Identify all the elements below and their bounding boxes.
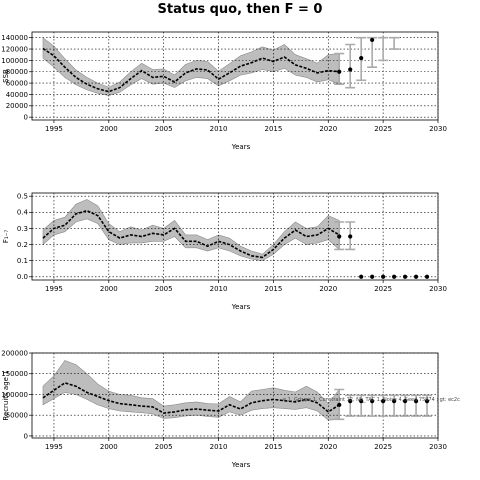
recruitment-projection-interval-2028: [411, 394, 422, 417]
recruitment-projection-point-2024: [370, 398, 375, 404]
panel-recruitment: 1995 2000 2005 2010 2015 2020 2025 2030 0 50000 10…: [1, 349, 447, 469]
recruitment-ytick-label-1: 50000: [6, 412, 28, 420]
recruitment-xtick-label-2015: 2015: [264, 443, 282, 451]
ssb-xtick-label-2030: 2030: [429, 125, 447, 133]
fbar-median-line: [42, 209, 340, 259]
ssb-axes-frame: [31, 31, 439, 121]
fbar-projection-point-2023: [359, 274, 364, 279]
ssb-ylabel: SSB: [2, 69, 10, 83]
recruitment-xtick-label-2000: 2000: [100, 443, 118, 451]
fbar-projection-point-2026: [392, 274, 397, 279]
ssb-ytick-label-3: 60000: [6, 79, 28, 87]
ssb-xlabel: Years: [231, 143, 251, 151]
recruitment-projection-interval-2024: [367, 394, 378, 417]
fbar-xtick-label-2000: 2000: [100, 285, 118, 293]
ssb-projection-point-2023: [359, 56, 364, 61]
ssb-median-line: [42, 47, 340, 93]
fbar-projection-point-2021: [337, 234, 342, 239]
ssb-xtick-label-1995: 1995: [45, 125, 63, 133]
ssb-ytick-label-1: 20000: [6, 102, 28, 110]
ssb-ytick-label-2: 40000: [6, 91, 28, 99]
ssb-projection-interval-2025: [378, 36, 389, 62]
recruitment-projection-point-2021: [337, 402, 342, 407]
recruitment-xtick-label-2030: 2030: [429, 443, 447, 451]
recruitment-xtick-label-2010: 2010: [210, 443, 228, 451]
fbar-xtick-label-2020: 2020: [319, 285, 337, 293]
recruitment-ytick-label-4: 200000: [1, 349, 28, 357]
fbar-projection-point-2025: [381, 274, 386, 279]
fbar-xtick-label-2025: 2025: [374, 285, 392, 293]
recruitment-ytick-label-3: 150000: [1, 370, 28, 378]
ssb-ytick-label-6: 120000: [1, 45, 28, 53]
fbar-xtick-label-1995: 1995: [45, 285, 63, 293]
recruitment-projection-point-2027: [402, 398, 408, 404]
recruitment-projection-interval-2023: [356, 394, 367, 417]
ssb-xtick-label-2020: 2020: [319, 125, 337, 133]
panel-ssb: 1995 2000 2005 2010 2015 2020 2025 2030 0 20000 40…: [1, 31, 447, 151]
recruitment-xtick-label-2020: 2020: [319, 443, 337, 451]
fbar-axes-frame: [31, 192, 439, 281]
recruitment-projection-point-2026: [392, 398, 397, 404]
ssb-projection-interval-2024: [367, 36, 378, 68]
fbar-ylabel: F₁₋₇: [2, 230, 10, 244]
recruitment-xtick-label-2005: 2005: [155, 443, 173, 451]
fbar-xtick-label-2005: 2005: [155, 285, 173, 293]
ssb-projection-interval-2022: [345, 43, 356, 89]
fbar-ytick-label-1: 0.1: [17, 257, 28, 265]
fbar-ytick-label-5: 0.5: [17, 193, 28, 201]
recruitment-projection-point-2028: [413, 398, 419, 404]
ssb-ytick-label-5: 100000: [1, 57, 28, 65]
annotation-text: e 1, Grtype 1, Constraint 12, Nb_TAC 1, …: [283, 397, 460, 403]
fbar-xtick-label-2010: 2010: [210, 285, 228, 293]
fbar-ytick-label-3: 0.3: [17, 225, 28, 233]
fbar-ytick-label-4: 0.4: [17, 209, 29, 217]
recruitment-projection-interval-2025: [378, 394, 389, 417]
ssb-confidence-band: [42, 37, 340, 96]
ssb-projection-point-2021: [337, 69, 342, 74]
ssb-ytick-label-7: 140000: [1, 34, 28, 42]
fbar-ytick-label-2: 0.2: [17, 241, 28, 249]
recruitment-xtick-label-1995: 1995: [45, 443, 63, 451]
fbar-projection-point-2022: [348, 234, 353, 239]
figure-title: Status quo, then F = 0: [158, 2, 323, 17]
ssb-projection-point-2024: [370, 37, 375, 43]
ssb-projection-interval-2021: [334, 52, 345, 86]
ssb-xtick-label-2025: 2025: [374, 125, 392, 133]
fbar-projection-point-2029: [424, 274, 430, 279]
recruitment-projection-interval-2029: [422, 394, 433, 417]
recruitment-projection-point-2025: [381, 398, 386, 404]
fbar-projection-point-2027: [402, 274, 408, 279]
fbar-xtick-label-2015: 2015: [264, 285, 282, 293]
recruitment-projection-point-2022: [348, 398, 353, 404]
fbar-confidence-band: [42, 199, 340, 262]
fbar-xlabel: Years: [231, 303, 251, 311]
recruitment-xlabel: Years: [231, 461, 251, 469]
recruitment-ylabel: Recruits age 1: [2, 370, 10, 420]
recruitment-projection-point-2023: [359, 398, 364, 404]
recruitment-median-line: [42, 382, 340, 414]
recruitment-ytick-label-0: 0: [24, 432, 28, 440]
fbar-projection-point-2024: [370, 274, 375, 279]
recruitment-xtick-label-2025: 2025: [374, 443, 392, 451]
recruitment-projection-interval-2022: [345, 394, 356, 417]
fbar-projection-point-2028: [413, 274, 419, 279]
panel-fbar: 1995 2000 2005 2010 2015 2020 2025 2030 0.0 0.1 0.…: [2, 192, 447, 311]
ssb-projection-point-2022: [348, 67, 353, 72]
ssb-projection-interval-2026: [389, 36, 400, 50]
recruitment-projection-interval-2026: [389, 394, 400, 417]
fbar-xtick-label-2030: 2030: [429, 285, 447, 293]
ssb-xtick-label-2015: 2015: [264, 125, 282, 133]
ssb-xtick-label-2005: 2005: [155, 125, 173, 133]
recruitment-projection-point-2029: [424, 398, 430, 404]
ssb-xtick-label-2010: 2010: [210, 125, 228, 133]
ssb-xtick-label-2000: 2000: [100, 125, 118, 133]
recruitment-confidence-band: [42, 360, 340, 421]
ssb-ytick-label-4: 80000: [6, 68, 28, 76]
recruitment-ytick-label-2: 100000: [1, 391, 28, 399]
fbar-ytick-label-0: 0.0: [17, 273, 28, 281]
recruitment-projection-interval-2027: [400, 394, 411, 417]
ssb-ytick-label-0: 0: [24, 114, 28, 122]
recruitment-axes-frame: [31, 352, 439, 439]
